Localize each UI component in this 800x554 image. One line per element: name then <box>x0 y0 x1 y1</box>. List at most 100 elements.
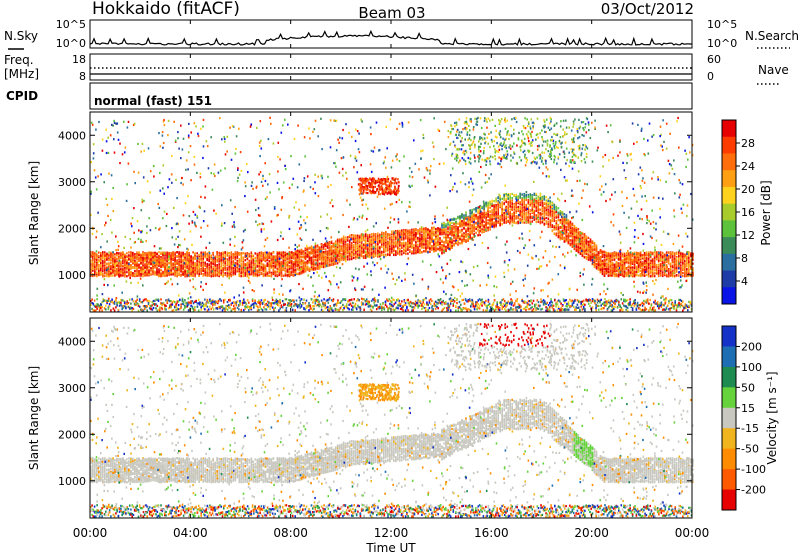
echo-cell <box>124 264 126 266</box>
echo-cell <box>353 254 355 256</box>
echo-cell <box>319 255 321 257</box>
echo-cell <box>114 270 116 272</box>
echo-cell <box>393 241 395 243</box>
echo-cell <box>172 254 174 256</box>
echo-cell <box>241 272 243 274</box>
cpid-panel: CPID normal (fast) 151 <box>6 83 692 109</box>
echo-cell <box>453 218 455 220</box>
echo-cell <box>383 239 385 241</box>
echo-cell <box>465 211 467 213</box>
echo-cell <box>114 253 116 255</box>
echo-cell <box>363 257 365 259</box>
echo-cell <box>307 255 309 257</box>
echo-cell <box>295 255 297 257</box>
echo-cell <box>206 270 208 272</box>
echo-cell <box>227 263 229 265</box>
echo-cell <box>405 242 407 244</box>
echo-cell <box>106 253 108 255</box>
echo-cell <box>351 246 353 248</box>
echo-cell <box>92 267 94 269</box>
echo-cell <box>467 234 469 236</box>
echo-cell <box>220 263 222 265</box>
echo-cell <box>459 229 461 231</box>
echo-cell <box>425 236 427 238</box>
echo-cell <box>421 240 423 242</box>
station-title: Hokkaido (fitACF) <box>92 0 240 19</box>
echo-cell <box>319 267 321 269</box>
echo-cell <box>222 253 224 255</box>
echo-cell <box>365 237 367 239</box>
echo-cell <box>363 246 365 248</box>
echo-cell <box>130 266 132 268</box>
echo-cell <box>214 256 216 258</box>
echo-cell <box>170 263 172 265</box>
echo-cell <box>387 247 389 249</box>
echo-cell <box>387 234 389 236</box>
echo-cell <box>331 255 333 257</box>
echo-cell <box>441 244 443 246</box>
noise-right-tick-bottom: 10^0 <box>707 37 737 50</box>
echo-cell <box>309 252 311 254</box>
echo-cell <box>287 269 289 271</box>
echo-cell <box>114 273 116 275</box>
echo-cell <box>315 248 317 250</box>
echo-cell <box>188 267 190 269</box>
noise-trace <box>90 31 692 45</box>
echo-cell <box>164 273 166 275</box>
echo-cell <box>120 274 122 276</box>
echo-cell <box>148 263 150 265</box>
echo-cell <box>395 234 397 236</box>
echo-cell <box>138 264 140 266</box>
echo-cell <box>251 258 253 260</box>
echo-cell <box>465 228 467 230</box>
echo-cell <box>297 252 299 254</box>
echo-cell <box>459 231 461 233</box>
echo-cell <box>297 256 299 258</box>
echo-cell <box>148 266 150 268</box>
echo-cell <box>439 229 441 231</box>
echo-cell <box>319 247 321 249</box>
echo-cell <box>279 274 281 276</box>
echo-cell <box>429 245 431 247</box>
echo-cell <box>295 253 297 255</box>
echo-cell <box>243 273 245 275</box>
echo-cell <box>281 274 283 276</box>
echo-cell <box>427 234 429 236</box>
echo-cell <box>190 275 192 277</box>
echo-cell <box>224 256 226 258</box>
echo-cell <box>255 264 257 266</box>
echo-cell <box>389 234 391 236</box>
echo-cell <box>128 254 130 256</box>
echo-cell <box>243 252 245 254</box>
echo-cell <box>367 235 369 237</box>
echo-cell <box>395 254 397 256</box>
echo-cell <box>313 268 315 270</box>
echo-cell <box>186 267 188 269</box>
echo-cell <box>227 255 229 257</box>
echo-cell <box>285 267 287 269</box>
echo-cell <box>218 263 220 265</box>
echo-cell <box>353 246 355 248</box>
echo-cell <box>337 262 339 264</box>
echo-cell <box>409 242 411 244</box>
echo-cell <box>363 250 365 252</box>
echo-cell <box>411 243 413 245</box>
echo-cell <box>136 267 138 269</box>
echo-cell <box>391 241 393 243</box>
echo-cell <box>251 251 253 253</box>
echo-cell <box>180 275 182 277</box>
echo-cell <box>98 270 100 272</box>
echo-cell <box>457 235 459 237</box>
echo-cell <box>206 265 208 267</box>
echo-cell <box>303 262 305 264</box>
echo-cell <box>200 254 202 256</box>
echo-cell <box>168 262 170 264</box>
echo-cell <box>142 264 144 266</box>
echo-cell <box>283 275 285 277</box>
echo-cell <box>389 251 391 253</box>
echo-cell <box>188 254 190 256</box>
echo-cell <box>227 252 229 254</box>
echo-cell <box>200 258 202 260</box>
echo-cell <box>323 254 325 256</box>
echo-cell <box>299 251 301 253</box>
